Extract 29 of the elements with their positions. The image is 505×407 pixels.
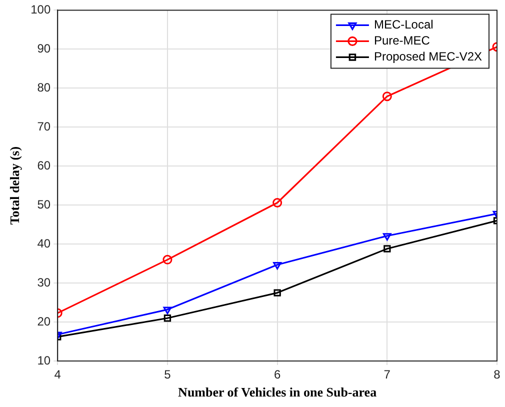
y-tick-label: 50 [37,197,51,212]
point [274,289,281,296]
point [382,92,392,102]
y-tick-label: 90 [37,41,51,56]
x-tick-label: 7 [384,368,391,382]
y-tick-label: 80 [37,80,51,94]
y-tick-label: 100 [30,2,51,17]
point [273,262,282,270]
y-tick-label: 70 [37,119,51,134]
legend-label: Pure-MEC [374,34,430,48]
x-tick-label: 5 [164,368,172,382]
x-tick-label: 8 [494,368,501,382]
point [384,245,391,252]
y-tick-label: 20 [37,314,51,328]
legend-label: MEC-Local [374,18,434,32]
y-axis-title: Total delay (s) [7,146,22,225]
point [272,198,282,208]
y-tick-label: 60 [37,158,51,172]
point [162,254,172,264]
y-tick-label: 40 [37,236,51,250]
y-tick-label: 10 [37,353,51,368]
x-tick-label: 4 [54,368,62,382]
legend-label: Proposed MEC-V2X [374,50,482,64]
x-tick-label: 6 [274,368,281,382]
y-tick-label: 30 [37,275,51,290]
point [163,306,172,314]
point [164,314,172,322]
x-axis-title: Number of Vehicles in one Sub-area [178,384,378,400]
point [382,233,392,241]
